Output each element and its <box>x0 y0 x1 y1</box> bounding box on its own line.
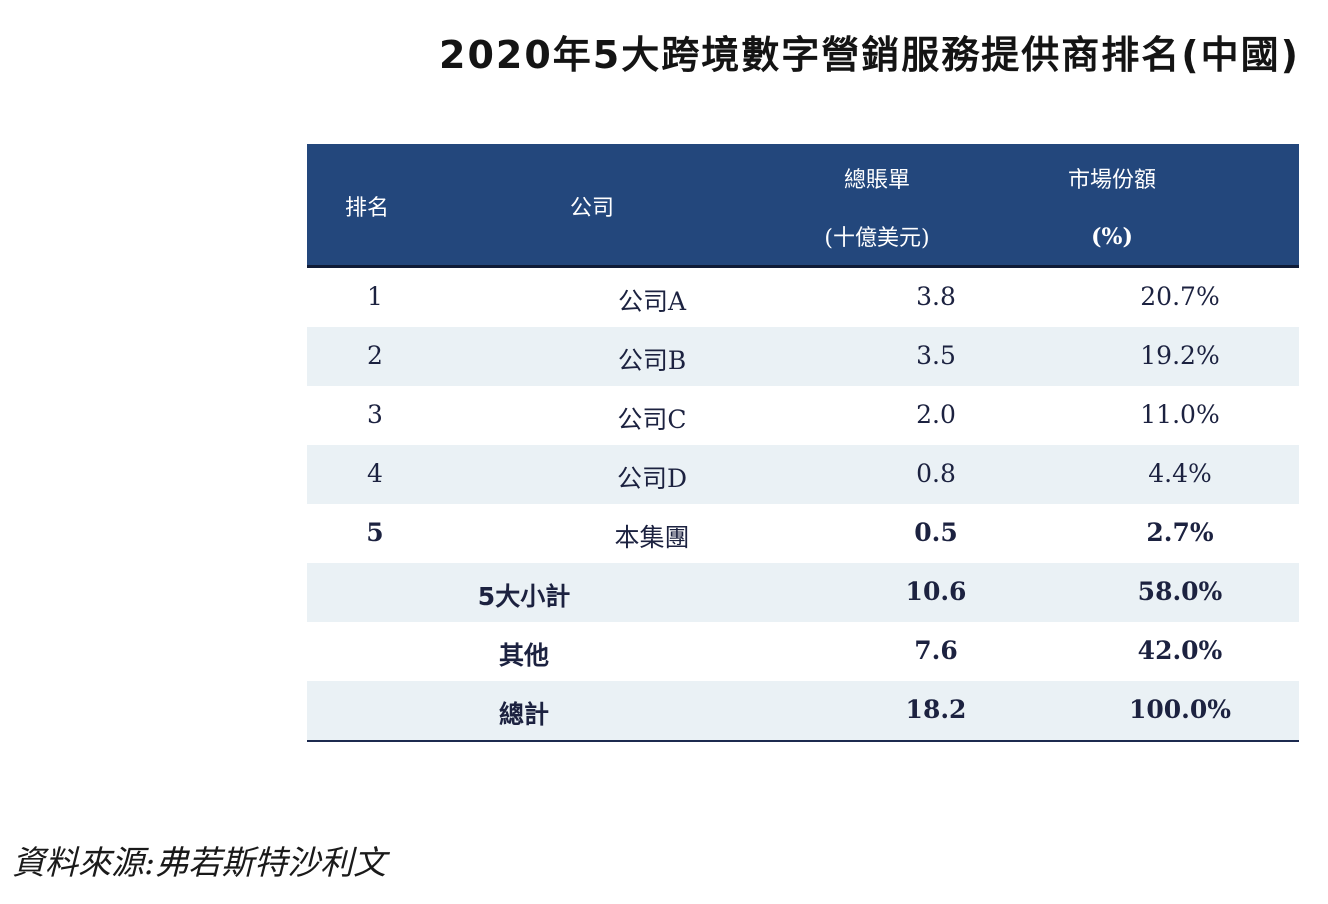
billing-cell: 10.6 <box>905 577 967 606</box>
header-billing-unit: (十億美元) <box>824 226 930 251</box>
rank-cell: 4 <box>367 459 383 488</box>
billing-cell: 3.5 <box>916 341 956 370</box>
company-cell: 公司D <box>616 464 688 493</box>
rank-cell: 1 <box>367 282 383 311</box>
rank-cell: 5 <box>366 518 384 547</box>
billing-cell: 2.0 <box>916 400 956 429</box>
billing-cell: 0.8 <box>916 459 956 488</box>
source-note: 資料來源:弗若斯特沙利文 <box>12 843 387 882</box>
billing-cell: 3.8 <box>916 282 956 311</box>
billing-cell: 7.6 <box>914 636 958 665</box>
share-cell: 58.0% <box>1137 577 1223 606</box>
summary-label: 其他 <box>498 641 549 670</box>
header-billing: 總賬單 <box>843 168 910 193</box>
share-cell: 2.7% <box>1146 518 1214 547</box>
table-row-highlight: 5 本集團 0.5 2.7% <box>307 504 1299 563</box>
rank-cell: 2 <box>367 341 383 370</box>
summary-row-total: 總計 18.2 100.0% <box>307 681 1299 742</box>
header-share: 市場份額 <box>1067 168 1156 193</box>
share-cell: 20.7% <box>1140 282 1220 311</box>
billing-cell: 18.2 <box>905 695 967 724</box>
table-row: 3 公司C 2.0 11.0% <box>307 386 1299 445</box>
share-cell: 42.0% <box>1137 636 1223 665</box>
table-row: 4 公司D 0.8 4.4% <box>307 445 1299 504</box>
share-cell: 100.0% <box>1128 695 1232 724</box>
rank-cell: 3 <box>367 400 383 429</box>
summary-row-others: 其他 7.6 42.0% <box>307 622 1299 681</box>
company-cell: 本集團 <box>614 523 690 552</box>
company-cell: 公司B <box>617 346 687 375</box>
header-share-unit: (%) <box>1091 224 1133 250</box>
table-row: 2 公司B 3.5 19.2% <box>307 327 1299 386</box>
header-company: 公司 <box>569 196 614 221</box>
summary-label: 總計 <box>498 700 549 729</box>
page-title: 2020年5大跨境數字營銷服務提供商排名(中國) <box>439 33 1300 77</box>
summary-label: 5大小計 <box>477 582 571 611</box>
company-cell: 公司A <box>617 287 687 316</box>
header-rank: 排名 <box>344 196 389 221</box>
summary-row-top5: 5大小計 10.6 58.0% <box>307 563 1299 622</box>
table-row: 1 公司A 3.8 20.7% <box>307 268 1299 327</box>
billing-cell: 0.5 <box>914 518 958 547</box>
company-cell: 公司C <box>617 405 687 434</box>
share-cell: 11.0% <box>1140 400 1220 429</box>
share-cell: 4.4% <box>1148 459 1212 488</box>
share-cell: 19.2% <box>1140 341 1220 370</box>
ranking-table: 排名 公司 總賬單 (十億美元) 市場份額 (%) 1 公司A 3.8 20.7… <box>307 144 1299 742</box>
table-header: 排名 公司 總賬單 (十億美元) 市場份額 (%) <box>307 144 1299 268</box>
